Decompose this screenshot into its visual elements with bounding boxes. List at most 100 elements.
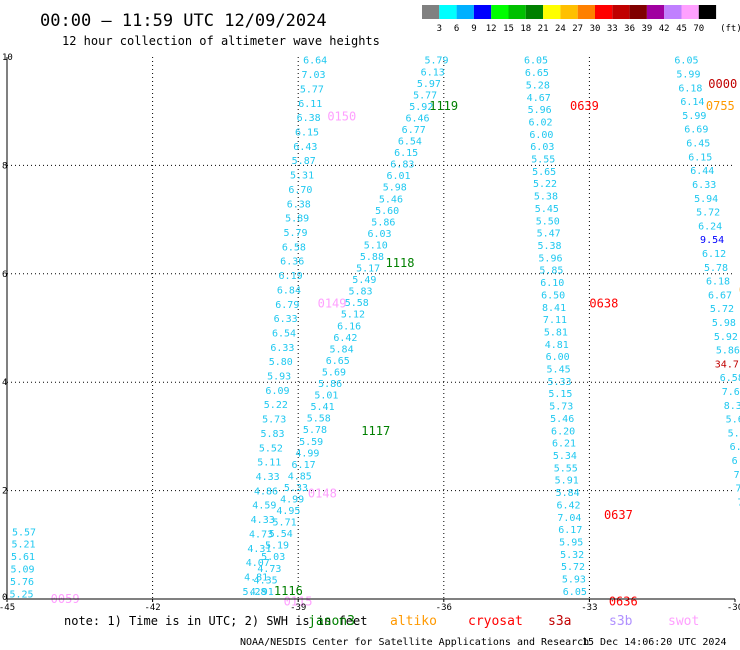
wave-height-value: 6.70 [288,185,312,196]
wave-height-value: 7.04 [557,513,581,524]
time-label-altiko: 07 [739,283,740,297]
wave-height-value: 4.99 [295,448,319,459]
wave-height-value: 6.33 [274,314,298,325]
colorbar-unit: (ft) [720,24,740,34]
wave-height-value: 5.46 [550,414,574,425]
wave-height-value: 5.72 [696,208,720,219]
wave-height-value: 8.37 [724,401,740,412]
wave-height-value: 5.10 [364,240,388,251]
wave-height-value: 5.65 [532,167,556,178]
wave-height-value: 4.91 [250,587,274,598]
colorbar-swatch [681,5,699,19]
wave-height-value: 5.62 [726,415,740,426]
wave-height-value: 5.15 [548,389,572,400]
colorbar-label: 9 [471,24,476,34]
time-label-cryosat: 0637 [604,508,633,522]
mission-altiko: altiko [390,614,437,629]
colorbar-swatch [612,5,630,19]
wave-height-value: 7.41 [738,497,740,508]
wave-height-value: 5.95 [559,537,583,548]
wave-height-value: 6.67 [708,290,732,301]
wave-height-value: 5.93 [267,372,291,383]
wave-height-value: 6.15 [688,152,712,163]
wave-height-value: 5.77 [413,90,437,101]
wave-height-value: 6.10 [540,278,564,289]
wave-height-value: 6.79 [275,300,299,311]
wave-height-value: 5.86 [371,217,395,228]
time-label-swot: 0148 [308,486,337,500]
wave-height-value: 5.76 [10,577,34,588]
colorbar-swatch [543,5,561,19]
wave-height-value: 4.95 [276,506,300,517]
time-label-cryosat: 0636 [609,595,638,609]
x-tick-label: -36 [436,603,452,613]
wave-height-value: 6.84 [277,285,301,296]
wave-height-value: 5.21 [11,540,35,551]
wave-height-value: 9.54 [700,235,724,246]
wave-height-value: 4.59 [252,501,276,512]
wave-height-value: 6.38 [297,113,321,124]
wave-height-value: 5.86 [716,346,740,357]
wave-height-value: 6.77 [402,125,426,136]
wave-height-value: 5.99 [676,70,700,81]
mission-legend: jason3 altiko cryosat s3a s3b swot [308,614,699,629]
colorbar-swatch [439,5,457,19]
wave-height-value: 7.59 [734,470,740,481]
plot-area: 5.25 5.765.09 5.615.21 5.57 5.28 4.81 4.07 4.31… [10,56,740,609]
wave-height-value: 6.01 [386,171,410,182]
time-label-jason3: 1118 [386,256,415,270]
x-tick-label: -45 [0,603,15,613]
wave-height-value: 5.72 [561,562,585,573]
wave-height-value: 5.28 [526,80,550,91]
colorbar-swatch [473,5,492,19]
wave-height-value: 6.09 [265,386,289,397]
wave-height-value: 5.71 [273,518,297,529]
wave-height-value: 5.46 [379,194,403,205]
wave-height-value: 6.13 [421,67,445,78]
wave-height-value: 6.50 [541,290,565,301]
wave-height-value: 34.71 [715,359,740,370]
wave-height-value: 6.00 [546,352,570,363]
colorbar-swatch [664,5,682,19]
wave-height-value: 5.60 [375,206,399,217]
colorbar-label: 12 [486,24,497,34]
wave-height-value: 6.42 [556,500,580,511]
wave-height-value: 5.92 [714,332,738,343]
time-label-altiko: 0755 [706,99,735,113]
y-tick-label: 0 [2,593,7,603]
wave-height-value: 6.11 [298,99,322,110]
colorbar-label: 33 [607,24,618,34]
wave-height-value: 5.45 [535,204,559,215]
wave-height-value: 5.91 [728,428,740,439]
wave-height-value: 5.55 [554,463,578,474]
wave-height-value: 5.22 [264,400,288,411]
colorbar-swatch [422,5,440,19]
time-label-cryosat: 0639 [570,99,599,113]
wave-height-value: 5.85 [539,266,563,277]
wave-height-value: 6.14 [680,97,704,108]
wave-height-value: 5.34 [553,451,577,462]
wave-height-value: 5.99 [682,111,706,122]
mission-cryosat: cryosat [468,614,523,629]
wave-height-value: 4.81 [244,573,268,584]
wave-height-value: 6.16 [337,321,361,332]
wave-height-value: 5.86 [318,379,342,390]
wave-height-value: 6.17 [558,525,582,536]
wave-height-value: 5.58 [345,298,369,309]
wave-height-value: 4.73 [249,529,273,540]
wave-height-value: 6.02 [528,117,552,128]
wave-height-value: 5.80 [269,357,293,368]
wave-height-value: 6.20 [551,426,575,437]
wave-height-value: 6.18 [706,277,730,288]
wave-height-value: 5.73 [262,415,286,426]
time-label-jason3: 1116 [274,584,303,598]
wave-height-value: 6.18 [678,83,702,94]
wave-height-value: 5.17 [356,264,380,275]
wave-height-value: 5.72 [710,304,734,315]
wave-height-value: 5.41 [311,402,335,413]
wave-height-value: 6.33 [270,343,294,354]
wave-height-value: 6.33 [692,180,716,191]
wave-height-value: 5.33 [547,377,571,388]
wave-height-value: 6.03 [530,142,554,153]
